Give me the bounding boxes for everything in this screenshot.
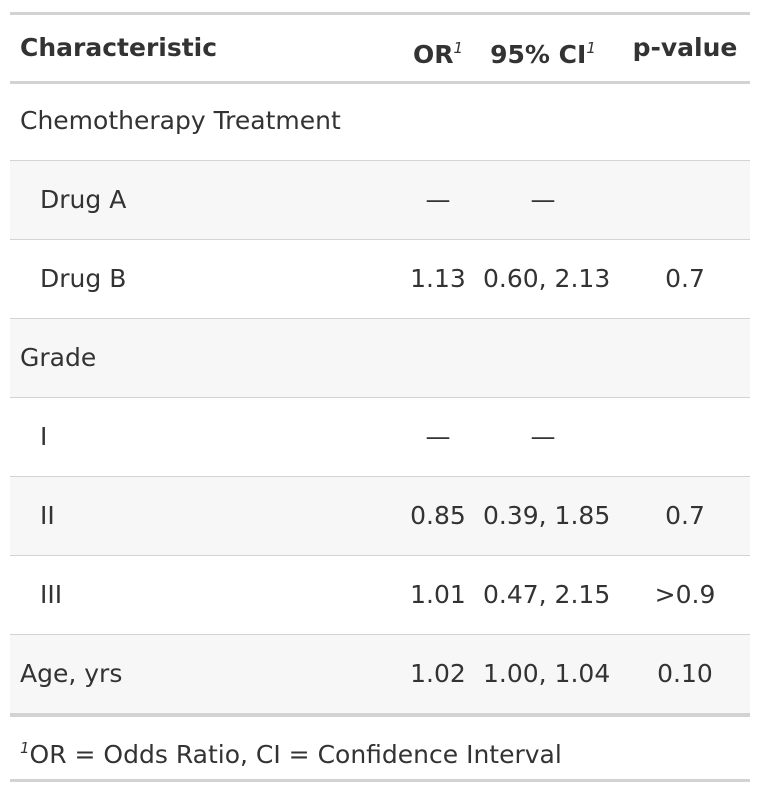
table-cell: 1.00, 1.04 xyxy=(483,659,611,688)
table-row: Drug B 1.13 0.60, 2.13 0.7 xyxy=(10,240,750,319)
row-label: III xyxy=(40,580,63,609)
header-text: OR xyxy=(412,40,454,69)
table-row: Chemotherapy Treatment xyxy=(10,82,750,161)
table-cell: 1.01 xyxy=(410,580,466,609)
footnote-mark: 1 xyxy=(20,739,30,757)
table-row: II 0.85 0.39, 1.85 0.7 xyxy=(10,477,750,556)
row-label: II xyxy=(40,501,55,530)
row-label: Chemotherapy Treatment xyxy=(20,106,341,135)
table-cell: — xyxy=(425,185,451,214)
table-row: Drug A — — xyxy=(10,161,750,240)
table-cell: 0.85 xyxy=(410,501,466,530)
footnote-mark: 1 xyxy=(586,39,596,57)
row-label: I xyxy=(40,422,48,451)
table-cell: — xyxy=(425,422,451,451)
footnote: 1OR = Odds Ratio, CI = Confidence Interv… xyxy=(10,714,750,782)
header-text: 95% CI xyxy=(490,40,587,69)
table-cell: 1.13 xyxy=(410,264,466,293)
row-label: Grade xyxy=(20,343,97,372)
row-label: Drug A xyxy=(40,185,127,214)
table-cell: >0.9 xyxy=(654,580,716,609)
table-cell: 1.02 xyxy=(410,659,466,688)
row-label: Drug B xyxy=(40,264,127,293)
header-cell: Characteristic xyxy=(20,33,218,62)
footnote-mark: 1 xyxy=(453,39,464,57)
header-row: Characteristic OR1 95% CI1 p-value xyxy=(10,12,750,84)
table-cell: 0.39, 1.85 xyxy=(483,501,611,530)
header-cell: 95% CI1 xyxy=(483,15,603,81)
header-cell: OR1 xyxy=(388,15,488,81)
table-cell: — xyxy=(530,185,556,214)
table-cell: 0.7 xyxy=(665,501,705,530)
header-cell: p-value xyxy=(632,33,738,62)
table-cell: 0.60, 2.13 xyxy=(483,264,611,293)
table-cell: 0.7 xyxy=(665,264,705,293)
table-cell: — xyxy=(530,422,556,451)
row-label: Age, yrs xyxy=(20,659,123,688)
table-row: Age, yrs 1.02 1.00, 1.04 0.10 xyxy=(10,635,750,714)
table-row: III 1.01 0.47, 2.15 >0.9 xyxy=(10,556,750,635)
table-row: I — — xyxy=(10,398,750,477)
table-row: Grade xyxy=(10,319,750,398)
table-cell: 0.10 xyxy=(657,659,713,688)
footnote-text: OR = Odds Ratio, CI = Confidence Interva… xyxy=(29,740,562,769)
table-cell: 0.47, 2.15 xyxy=(483,580,611,609)
